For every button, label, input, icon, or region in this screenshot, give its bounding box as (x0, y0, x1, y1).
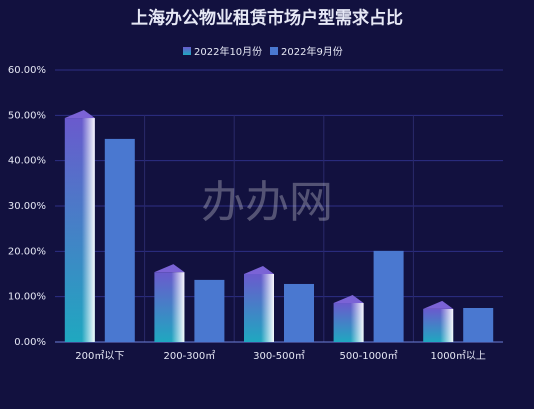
x-tick-label: 200-300㎡ (164, 350, 216, 362)
bar (104, 138, 135, 342)
x-tick-label: 1000㎡以上 (430, 350, 485, 362)
chart-title: 上海办公物业租赁市场户型需求占比 (131, 8, 403, 29)
bar-part (333, 295, 364, 304)
bar (373, 250, 404, 342)
bar (423, 300, 454, 342)
y-tick-label: 30.00% (8, 201, 46, 212)
bar-part (261, 274, 274, 342)
bar-part (81, 118, 95, 342)
y-tick-label: 60.00% (8, 65, 46, 76)
watermark: 办办网 (201, 177, 333, 228)
x-tick-label: 500-1000㎡ (340, 350, 398, 362)
legend-label: 2022年10月份 (194, 45, 262, 58)
bar-part (350, 303, 364, 342)
legend-label: 2022年9月份 (281, 45, 343, 58)
bar (154, 264, 185, 342)
bar (194, 279, 225, 342)
legend-swatch (270, 47, 278, 55)
y-tick-label: 0.00% (14, 337, 46, 348)
bar (463, 308, 494, 342)
bar-part (440, 308, 454, 342)
x-tick-label: 200㎡以下 (75, 350, 124, 362)
bar-part (154, 264, 185, 273)
bar (244, 266, 274, 342)
bar (333, 295, 364, 342)
bar-part (64, 110, 95, 119)
bar (284, 283, 314, 342)
bar-part (171, 272, 185, 342)
bar-part (244, 266, 274, 274)
y-tick-label: 20.00% (8, 246, 46, 257)
bar (64, 110, 95, 342)
y-tick-label: 10.00% (8, 292, 46, 303)
legend-swatch (183, 47, 191, 55)
y-tick-label: 50.00% (8, 110, 46, 121)
x-tick-label: 300-500㎡ (253, 350, 305, 362)
y-tick-label: 40.00% (8, 156, 46, 167)
bar-part (423, 300, 454, 309)
